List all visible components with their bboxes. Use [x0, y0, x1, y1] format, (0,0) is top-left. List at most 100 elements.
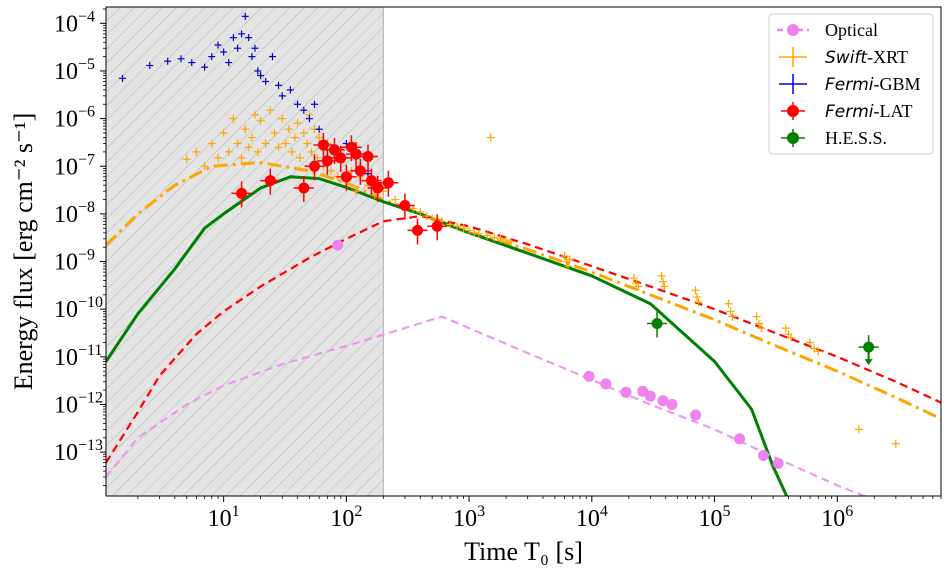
fermi-gbm-point-2: [164, 57, 172, 65]
fermi-lat-point-14: [367, 175, 388, 202]
swift-xrt-point-55: [446, 220, 455, 229]
fermi-lat-point-15: [378, 170, 399, 197]
fermi-gbm-point-17: [254, 67, 262, 75]
legend-label-0: Optical: [825, 20, 878, 40]
swift-xrt-point-60: [474, 229, 483, 238]
series-fermi-gbm: [119, 12, 372, 178]
fermi-lat-point-7: [330, 145, 351, 172]
fermi-gbm-point-5: [201, 63, 209, 71]
x-tick-label-4: 105: [699, 503, 731, 532]
swift-xrt-point-23: [287, 147, 296, 156]
swift-xrt-point-50: [416, 207, 425, 216]
y-tick-label-1: 10−12: [54, 389, 103, 418]
fermi-gbm-point-1: [146, 62, 154, 70]
swift-xrt-point-47: [391, 195, 400, 204]
swift-xrt-point-21: [281, 139, 290, 148]
swift-xrt-point-67: [560, 252, 569, 261]
fermi-gbm-point-26: [305, 115, 313, 123]
fermi-gbm-point-12: [238, 30, 246, 38]
swift-xrt-point-84: [754, 319, 763, 328]
swift-xrt-point-6: [224, 147, 233, 156]
swift-xrt-point-77: [691, 286, 700, 295]
swift-xrt-point-26: [296, 153, 305, 162]
swift-xrt-point-64: [502, 236, 511, 245]
optical-point-10: [757, 449, 769, 461]
fermi-gbm-point-25: [300, 106, 308, 114]
series-h-e-s-s-: [647, 311, 879, 366]
fermi-gbm-point-16: [251, 44, 259, 52]
swift-xrt-point-33: [315, 133, 324, 142]
axis-labels: Time T₀ [s] Energy flux [erg cm⁻² s⁻¹]: [9, 113, 583, 566]
fermi-gbm-point-7: [214, 41, 222, 49]
swift-xrt-point-89: [806, 338, 815, 347]
fermi-lat-point-2: [293, 175, 314, 202]
swift-xrt-point-80: [724, 299, 733, 308]
fermi-gbm-point-4: [188, 59, 196, 67]
fermi-gbm-point-0: [119, 74, 127, 82]
swift-xrt-point-16: [261, 139, 270, 148]
model-curve-1: [106, 175, 789, 496]
fermi-lat-point-0: [231, 181, 252, 208]
fermi-gbm-point-27: [311, 100, 319, 108]
legend-entry-3: Fermi-LAT: [781, 101, 913, 122]
swift-xrt-point-66: [486, 133, 495, 142]
swift-xrt-point-2: [200, 162, 209, 171]
swift-xrt-point-82: [728, 312, 737, 321]
fermi-lat-point-1: [260, 168, 281, 195]
fermi-gbm-point-18: [257, 72, 265, 80]
swift-xrt-point-7: [229, 114, 238, 123]
swift-xrt-point-63: [496, 234, 505, 243]
legend-marker: [787, 24, 799, 36]
y-axis-label: Energy flux [erg cm⁻² s⁻¹]: [9, 113, 38, 390]
swift-xrt-point-81: [726, 307, 735, 316]
y-tick-label-8: 10−5: [54, 56, 95, 85]
swift-xrt-point-68: [562, 257, 571, 266]
optical-point-0: [332, 239, 344, 251]
data-points-layer: [119, 12, 900, 469]
swift-xrt-point-78: [693, 293, 702, 302]
swift-xrt-point-28: [303, 139, 312, 148]
swift-xrt-point-74: [657, 271, 666, 280]
legend: Optical Swift-XRT Fermi-GBM Fermi-LAT H.E.S.…: [768, 13, 934, 155]
swift-xrt-point-59: [470, 228, 479, 237]
swift-xrt-point-3: [207, 139, 216, 148]
shaded-region-layer: [106, 7, 384, 496]
legend-marker: [787, 105, 799, 117]
swift-xrt-point-61: [483, 231, 492, 240]
swift-xrt-point-36: [327, 166, 336, 175]
hess-upper-limit-arrow: [864, 347, 873, 366]
swift-xrt-point-9: [237, 153, 246, 162]
y-tick-label-3: 10−10: [54, 294, 103, 323]
y-tick-label-7: 10−6: [54, 104, 95, 133]
x-tick-label-5: 106: [821, 503, 853, 532]
legend-label-2: Fermi-GBM: [825, 74, 921, 95]
swift-xrt-point-71: [629, 274, 638, 283]
fermi-lat-point-12: [357, 144, 378, 171]
swift-xrt-point-65: [507, 237, 516, 246]
fermi-lat-point-8: [336, 164, 357, 191]
fermi-gbm-point-10: [229, 34, 237, 42]
swift-xrt-point-70: [565, 255, 574, 264]
swift-xrt-point-56: [453, 222, 462, 231]
swift-xrt-point-75: [658, 277, 667, 286]
swift-xrt-point-76: [660, 282, 669, 291]
optical-point-6: [657, 395, 669, 407]
swift-xrt-point-10: [241, 125, 250, 134]
swift-xrt-point-11: [244, 143, 253, 152]
swift-xrt-point-91: [814, 347, 823, 356]
y-axis: 10−13 10−12 10−11 10−10 10−9 10−8 10−7 10−6 10−5…: [54, 8, 106, 486]
fermi-gbm-point-9: [225, 59, 233, 67]
shaded-region: [106, 7, 384, 496]
fermi-gbm-point-15: [248, 53, 256, 61]
y-tick-label-2: 10−11: [54, 342, 102, 371]
swift-xrt-point-18: [270, 128, 279, 137]
series-optical: [332, 239, 784, 469]
plot-area: [105, 6, 942, 497]
swift-xrt-point-69: [564, 262, 573, 271]
fermi-lat-point-11: [350, 158, 371, 185]
x-tick-label-3: 104: [576, 503, 608, 532]
legend-entry-0: Optical: [777, 20, 878, 40]
swift-xrt-point-19: [274, 143, 283, 152]
fermi-gbm-point-13: [241, 12, 249, 20]
fermi-lat-point-9: [341, 135, 362, 162]
